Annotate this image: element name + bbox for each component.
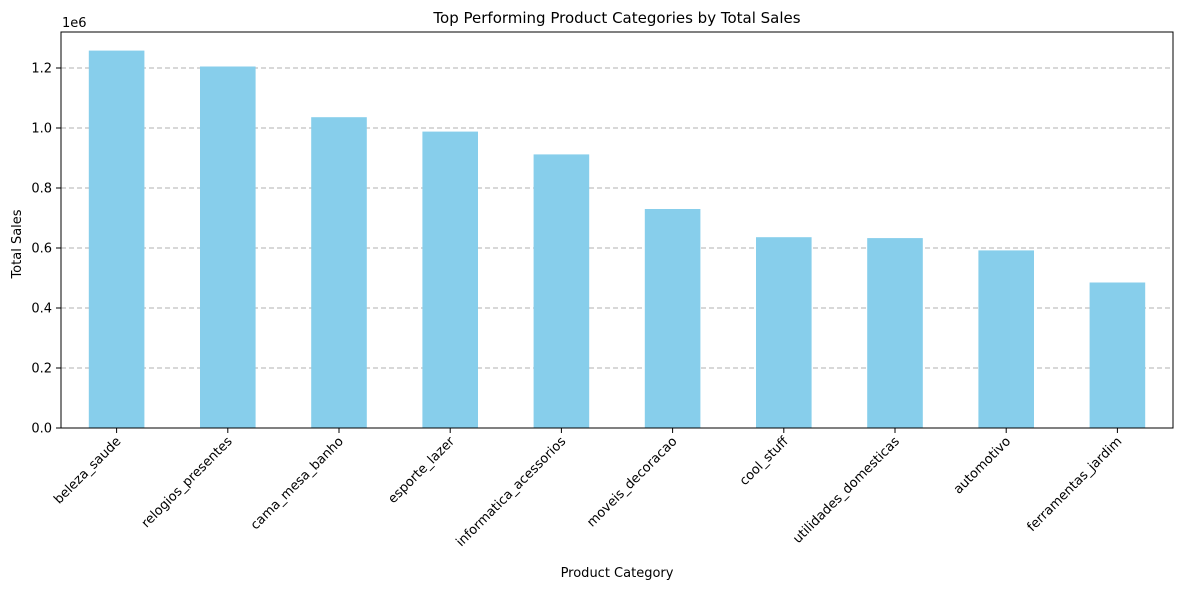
y-axis-ticks: 0.0 0.2 0.4 0.6 0.8 1.0 1.2: [31, 62, 61, 437]
bars: [88, 50, 1146, 428]
x-tick-label: ferramentas_jardim: [1024, 434, 1125, 535]
y-tick-label: 0.8: [31, 182, 52, 197]
bar-relogios_presentes: [200, 66, 256, 428]
y-tick-label: 1.0: [31, 122, 52, 137]
x-axis-ticks: beleza_saude relogios_presentes cama_mesa_…: [51, 428, 1125, 550]
x-tick-label: moveis_decoracao: [584, 434, 680, 530]
bar-automotivo: [978, 250, 1034, 428]
x-axis-label: Product Category: [561, 566, 674, 581]
bar-informatica_acessorios: [533, 154, 590, 428]
bar-esporte_lazer: [422, 131, 478, 428]
y-tick-label: 1.2: [31, 62, 52, 77]
bar-beleza_saude: [88, 50, 145, 428]
x-tick-label: automotivo: [951, 434, 1014, 497]
y-tick-label: 0.2: [31, 362, 52, 377]
x-tick-label: informatica_acessorios: [453, 434, 569, 550]
x-tick-label: cool_stuff: [737, 433, 792, 488]
chart-title: Top Performing Product Categories by Tot…: [432, 9, 800, 27]
plot-frame: [60, 31, 1174, 429]
x-tick-label: beleza_saude: [51, 434, 124, 507]
bar-moveis_decoracao: [644, 209, 701, 428]
y-axis-label: Total Sales: [10, 209, 25, 279]
bar-cama_mesa_banho: [311, 117, 367, 428]
y-tick-label: 0.6: [31, 242, 52, 257]
bar-utilidades_domesticas: [867, 238, 923, 428]
x-tick-label: utilidades_domesticas: [790, 434, 903, 547]
y-axis-offset-label: 1e6: [62, 16, 87, 31]
x-tick-label: relogios_presentes: [139, 434, 236, 531]
bar-cool_stuff: [756, 237, 812, 428]
x-tick-label: cama_mesa_banho: [248, 434, 347, 533]
bar-ferramentas_jardim: [1089, 282, 1146, 428]
y-tick-label: 0.4: [31, 302, 52, 317]
x-tick-label: esporte_lazer: [385, 434, 458, 507]
y-tick-label: 0.0: [31, 422, 52, 437]
